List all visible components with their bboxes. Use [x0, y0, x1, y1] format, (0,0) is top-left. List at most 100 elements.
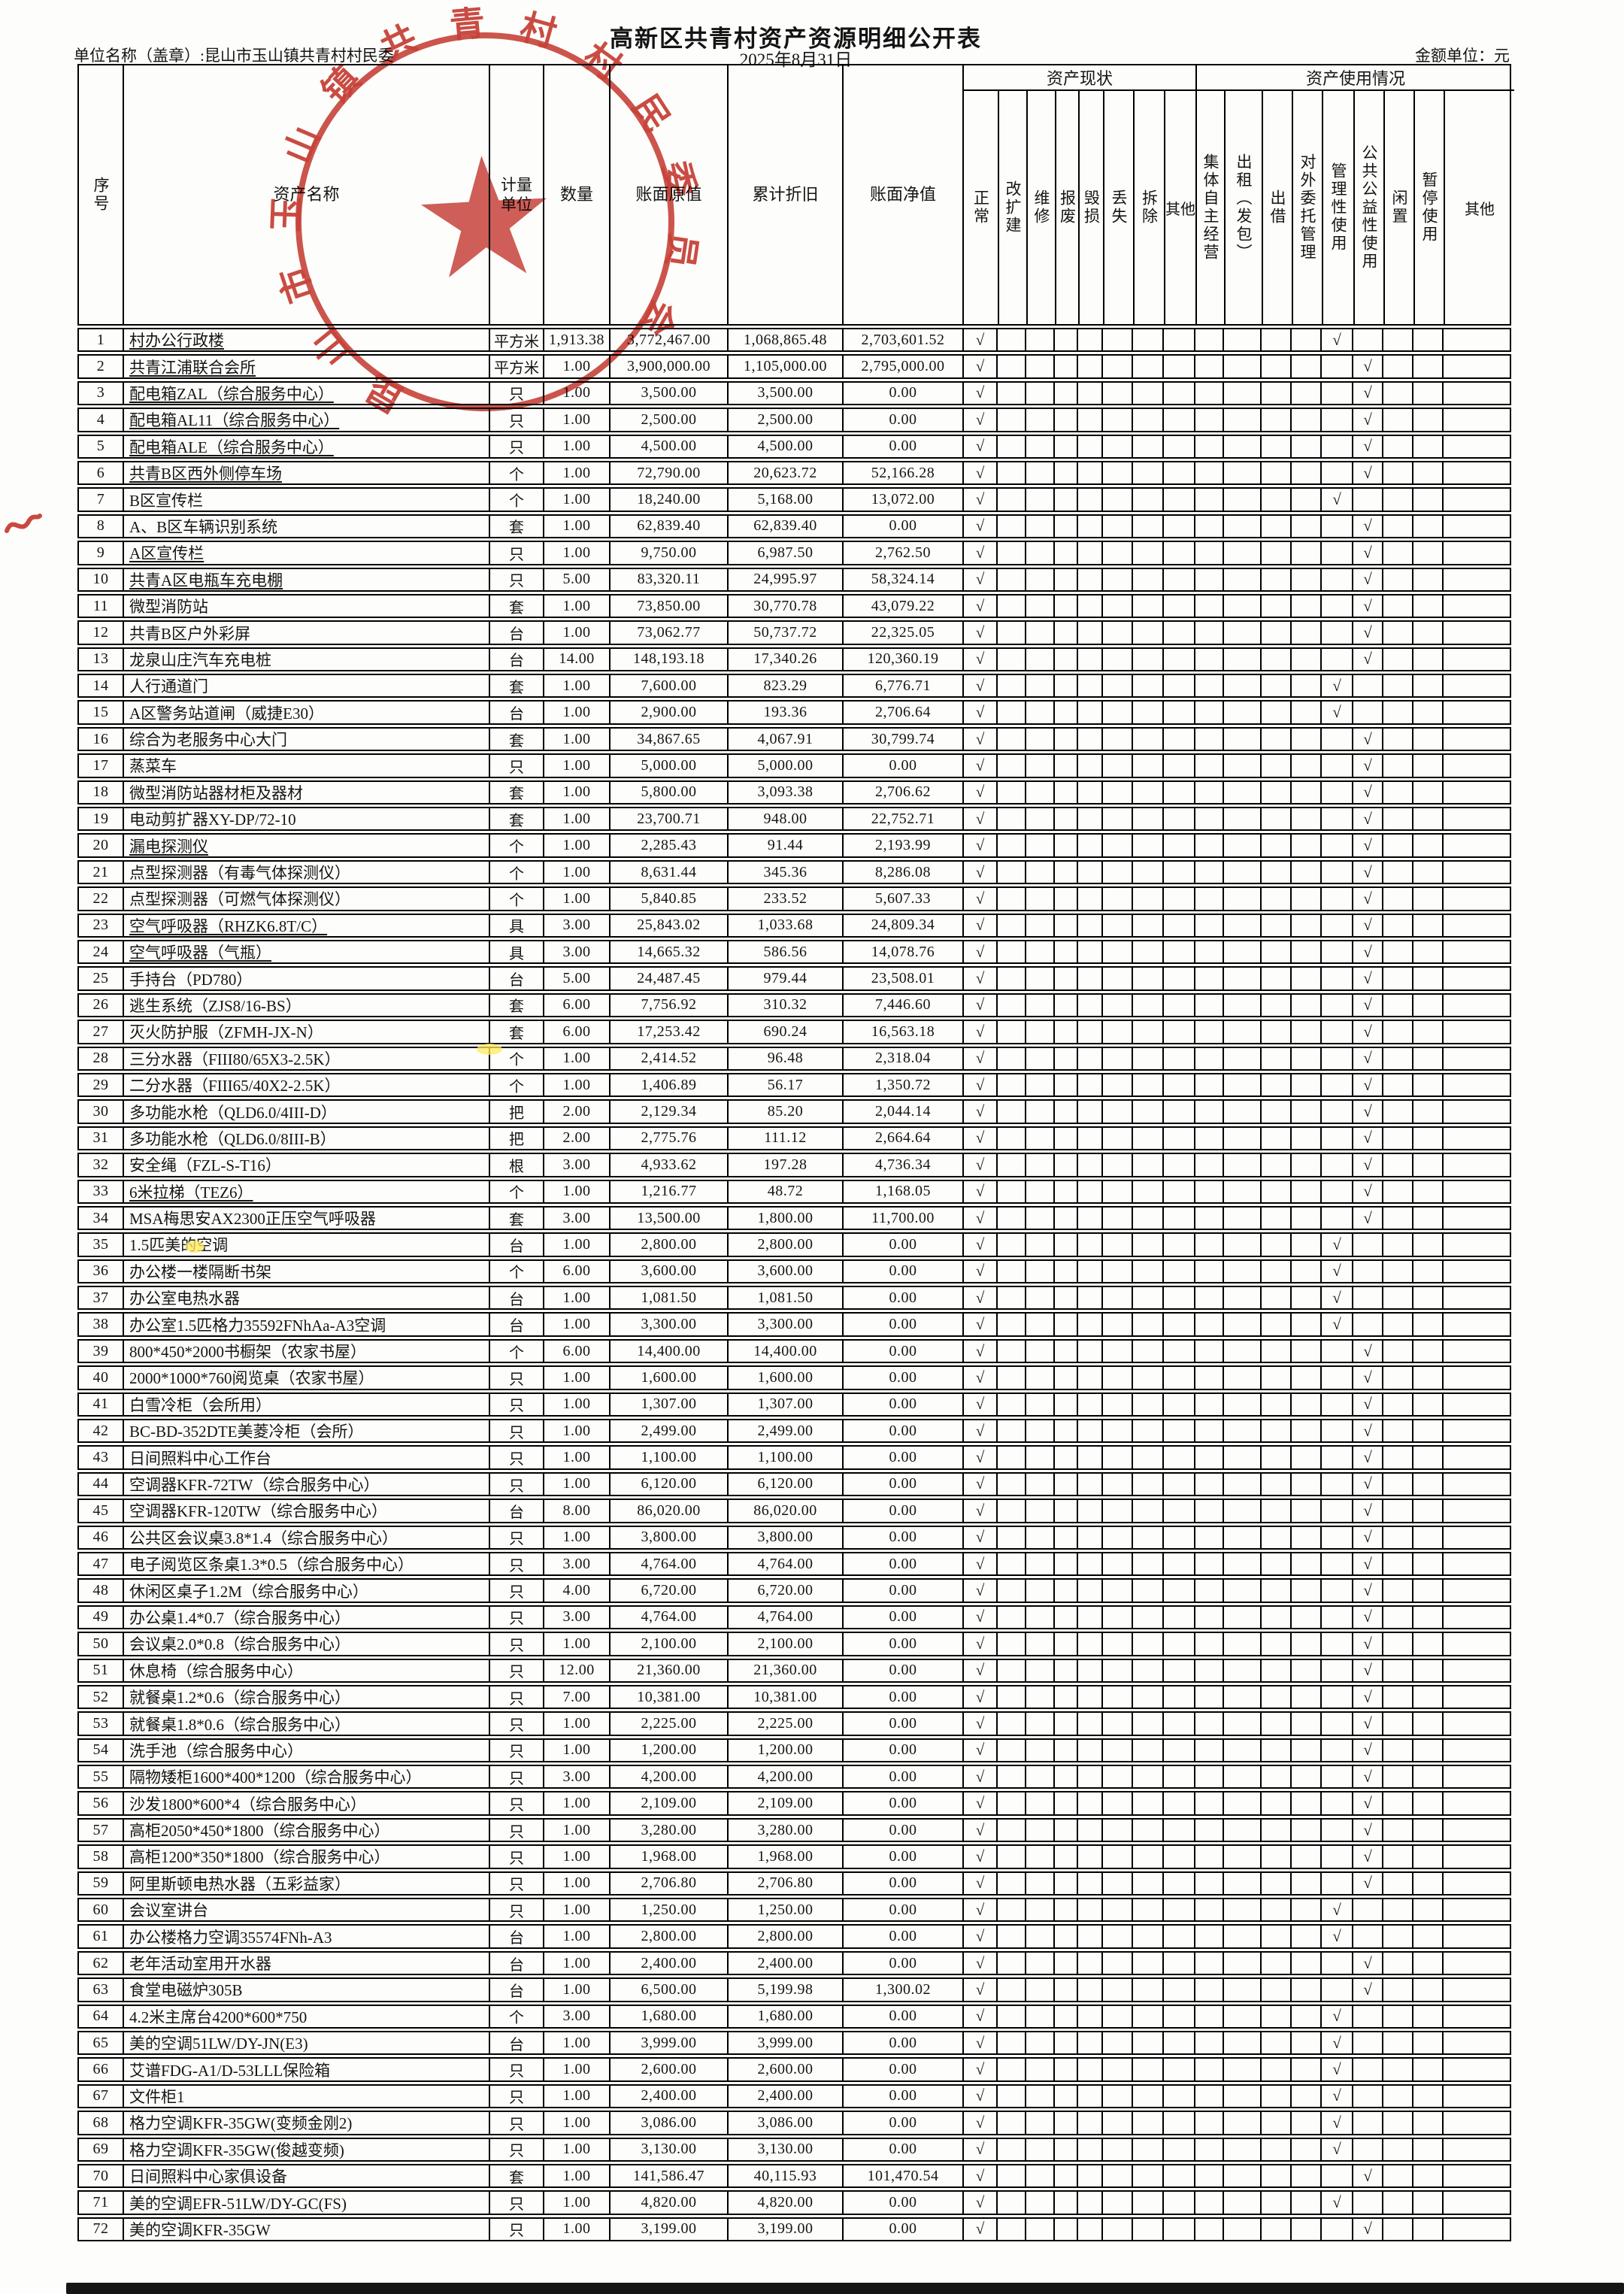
cell-unit: 台 [489, 1979, 543, 2001]
cell-usage-管理性使用: √ [1320, 1234, 1352, 1256]
cell-status-改扩建 [996, 1872, 1025, 1895]
cell-net-value-text: 16,563.18 [871, 1023, 935, 1040]
cell-no-text: 4 [96, 411, 105, 428]
cell-status-报废 [1053, 2032, 1077, 2054]
cell-usage-出租（发包） [1223, 329, 1260, 351]
cell-usage-其他 [1442, 2165, 1513, 2187]
cell-quantity: 1.00 [543, 1287, 609, 1309]
cell-original-value: 2,499.00 [609, 1420, 727, 1442]
cell-asset-name: 逃生系统（ZJS8/16-BS） [123, 994, 489, 1017]
cell-unit-text: 只 [509, 1690, 524, 1708]
cell-net-value: 0.00 [842, 1819, 962, 1841]
check-mark: √ [975, 1581, 985, 1600]
cell-status-丢失 [1101, 568, 1132, 590]
cell-asset-name: 沙发1800*600*4（综合服务中心） [123, 1792, 489, 1814]
cell-status-毁损 [1077, 1766, 1101, 1788]
cell-usage-集体自主经营 [1194, 968, 1223, 989]
cell-accumulated-depreciation: 24,995.97 [727, 568, 842, 590]
cell-accumulated-depreciation: 1,968.00 [727, 1846, 842, 1868]
cell-usage-其他 [1442, 1234, 1513, 1256]
cell-status-其他 [1162, 568, 1194, 590]
cell-original-value: 4,820.00 [609, 2192, 727, 2214]
table-row: 21 点型探测器（有毒气体探测仪）个 1.00 8,631.44 345.36 8,286… [77, 859, 1511, 885]
cell-quantity: 1.00 [543, 888, 609, 910]
cell-asset-name: 配电箱ALE（综合服务中心） [123, 435, 489, 457]
cell-usage-公共公益性使用: √ [1352, 888, 1382, 910]
cell-usage-出租（发包） [1223, 2005, 1260, 2027]
cell-usage-对外委托管理 [1290, 1473, 1320, 1495]
table-row: 70 日间照料中心家俱设备套 1.00 141,586.47 40,115.93 101,… [77, 2163, 1513, 2189]
cell-status-正常: √ [962, 994, 996, 1017]
cell-quantity-text: 1.00 [562, 1449, 591, 1466]
cell-usage-集体自主经营 [1194, 1367, 1223, 1389]
cell-no-text: 49 [92, 1608, 109, 1626]
header-usage-label: 对外委托管理 [1298, 153, 1317, 262]
cell-unit: 台 [489, 1952, 543, 1974]
cell-usage-管理性使用: √ [1320, 1260, 1352, 1283]
cell-no-text: 65 [92, 2034, 109, 2051]
cell-unit-text: 只 [509, 1877, 524, 1894]
cell-status-拆除 [1132, 1580, 1162, 1602]
cell-status-毁损 [1077, 1447, 1101, 1468]
cell-usage-出借 [1260, 329, 1290, 351]
cell-unit-text: 只 [509, 2143, 524, 2160]
cell-net-value-text: 0.00 [889, 438, 917, 455]
cell-accumulated-depreciation: 310.32 [727, 994, 842, 1017]
cell-usage-出租（发包） [1223, 1526, 1260, 1548]
cell-status-正常: √ [962, 968, 996, 989]
cell-status-正常: √ [962, 2192, 996, 2214]
cell-status-维修 [1025, 409, 1053, 431]
cell-usage-集体自主经营 [1194, 1553, 1223, 1575]
cell-accumulated-depreciation-text: 2,400.00 [757, 2087, 814, 2105]
cell-usage-管理性使用: √ [1320, 2005, 1352, 2027]
cell-usage-其他 [1442, 1792, 1513, 1814]
cell-usage-暂停使用 [1412, 2059, 1442, 2080]
cell-no: 19 [79, 808, 123, 829]
table-row: 34 MSA梅思安AX2300正压空气呼吸器套 3.00 13,500.00 1,800… [77, 1205, 1513, 1231]
cell-usage-对外委托管理 [1290, 1926, 1320, 1947]
cell-status-毁损 [1077, 409, 1101, 431]
cell-accumulated-depreciation: 586.56 [727, 941, 842, 963]
cell-original-value-text: 2,800.00 [641, 1928, 697, 1945]
cell-usage-其他 [1442, 1979, 1513, 2001]
cell-usage-暂停使用 [1412, 888, 1442, 910]
cell-status-改扩建 [996, 515, 1025, 538]
cell-status-维修 [1025, 1234, 1053, 1256]
cell-usage-闲置 [1382, 489, 1412, 511]
cell-usage-对外委托管理 [1290, 1260, 1320, 1283]
cell-accumulated-depreciation-text: 6,120.00 [757, 1475, 814, 1492]
check-mark: √ [975, 2060, 985, 2079]
cell-no-text: 44 [92, 1475, 109, 1492]
cell-no: 26 [79, 995, 123, 1016]
cell-status-毁损 [1077, 2112, 1101, 2134]
cell-usage-闲置 [1382, 1792, 1412, 1814]
cell-status-正常: √ [962, 1553, 996, 1575]
check-mark: √ [1363, 1368, 1372, 1386]
cell-net-value-text: 0.00 [889, 1368, 917, 1386]
cell-usage-出租（发包） [1223, 622, 1260, 644]
cell-usage-暂停使用 [1412, 702, 1442, 723]
cell-usage-公共公益性使用: √ [1352, 1553, 1382, 1575]
cell-usage-其他 [1442, 1260, 1513, 1283]
cell-no: 25 [79, 968, 123, 989]
table-row: 16 综合为老服务中心大门套 1.00 34,867.65 4,067.91 30,799… [77, 726, 1511, 752]
check-mark: √ [1332, 2086, 1341, 2105]
cell-asset-name: 美的空调KFR-35GW [123, 2218, 489, 2241]
cell-usage-其他 [1442, 1207, 1513, 1229]
cell-net-value-text: 24,809.34 [871, 917, 935, 934]
cell-usage-闲置 [1382, 435, 1412, 457]
cell-status-维修 [1025, 888, 1053, 910]
cell-asset-name-text: 龙泉山庄汽车充电桩 [129, 650, 271, 669]
cell-accumulated-depreciation-text: 3,300.00 [757, 1316, 814, 1333]
check-mark: √ [975, 1608, 985, 1626]
cell-no-text: 50 [92, 1635, 109, 1652]
cell-unit: 只 [489, 1606, 543, 1629]
cell-usage-出租（发包） [1223, 1340, 1260, 1362]
table-row: 58 高柜1200*350*1800（综合服务中心）只 1.00 1,968.00 1,… [77, 1844, 1511, 1869]
cell-usage-暂停使用 [1412, 861, 1442, 883]
cell-no: 20 [79, 835, 123, 856]
cell-status-正常: √ [962, 1127, 996, 1150]
cell-usage-出借 [1260, 1739, 1290, 1762]
check-mark: √ [1363, 437, 1372, 456]
cell-status-改扩建 [996, 1393, 1025, 1416]
